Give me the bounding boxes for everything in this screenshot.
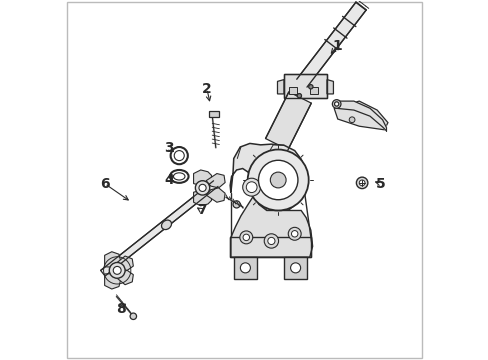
Bar <box>309 87 317 94</box>
Polygon shape <box>277 80 284 94</box>
Circle shape <box>242 178 260 196</box>
Circle shape <box>291 230 297 237</box>
Polygon shape <box>115 270 133 285</box>
Circle shape <box>297 94 301 98</box>
Polygon shape <box>230 237 310 257</box>
Polygon shape <box>326 80 333 94</box>
Circle shape <box>113 266 121 274</box>
Bar <box>233 257 257 279</box>
Circle shape <box>348 117 354 123</box>
Polygon shape <box>115 256 133 270</box>
Text: 7: 7 <box>196 203 206 217</box>
Circle shape <box>130 313 136 319</box>
Bar <box>230 237 310 257</box>
Polygon shape <box>206 188 224 202</box>
Polygon shape <box>101 181 218 276</box>
Circle shape <box>246 182 257 193</box>
Circle shape <box>233 201 240 208</box>
Bar <box>208 111 218 117</box>
Circle shape <box>240 263 250 273</box>
Circle shape <box>332 100 340 108</box>
Circle shape <box>270 172 285 188</box>
Ellipse shape <box>169 170 188 183</box>
Polygon shape <box>284 74 326 98</box>
Polygon shape <box>104 273 121 289</box>
Bar <box>284 74 326 98</box>
Polygon shape <box>230 194 312 257</box>
Text: 4: 4 <box>164 173 174 187</box>
Text: 1: 1 <box>332 39 342 53</box>
Circle shape <box>243 234 249 240</box>
Polygon shape <box>193 170 211 187</box>
Polygon shape <box>193 189 211 206</box>
Polygon shape <box>104 252 121 267</box>
Text: 3: 3 <box>164 141 174 155</box>
Polygon shape <box>265 92 311 150</box>
Circle shape <box>290 263 300 273</box>
Text: 5: 5 <box>375 177 385 190</box>
Text: 6: 6 <box>100 177 109 190</box>
Text: 2: 2 <box>202 82 211 95</box>
Polygon shape <box>296 2 366 87</box>
Circle shape <box>109 262 125 278</box>
Ellipse shape <box>161 220 171 230</box>
Bar <box>289 87 297 94</box>
Circle shape <box>308 85 312 89</box>
Polygon shape <box>206 174 224 188</box>
Circle shape <box>334 102 338 106</box>
Text: 8: 8 <box>116 302 125 316</box>
Circle shape <box>267 237 274 244</box>
Circle shape <box>264 234 278 248</box>
Bar <box>284 257 306 279</box>
Polygon shape <box>333 101 387 130</box>
Ellipse shape <box>173 173 184 180</box>
Circle shape <box>356 177 367 189</box>
Circle shape <box>199 184 206 192</box>
Circle shape <box>195 181 209 195</box>
Circle shape <box>247 149 308 211</box>
Circle shape <box>287 227 301 240</box>
Circle shape <box>258 160 297 200</box>
Circle shape <box>170 147 187 164</box>
Circle shape <box>239 231 252 244</box>
Circle shape <box>174 150 184 161</box>
Polygon shape <box>230 143 304 213</box>
Circle shape <box>359 180 364 186</box>
